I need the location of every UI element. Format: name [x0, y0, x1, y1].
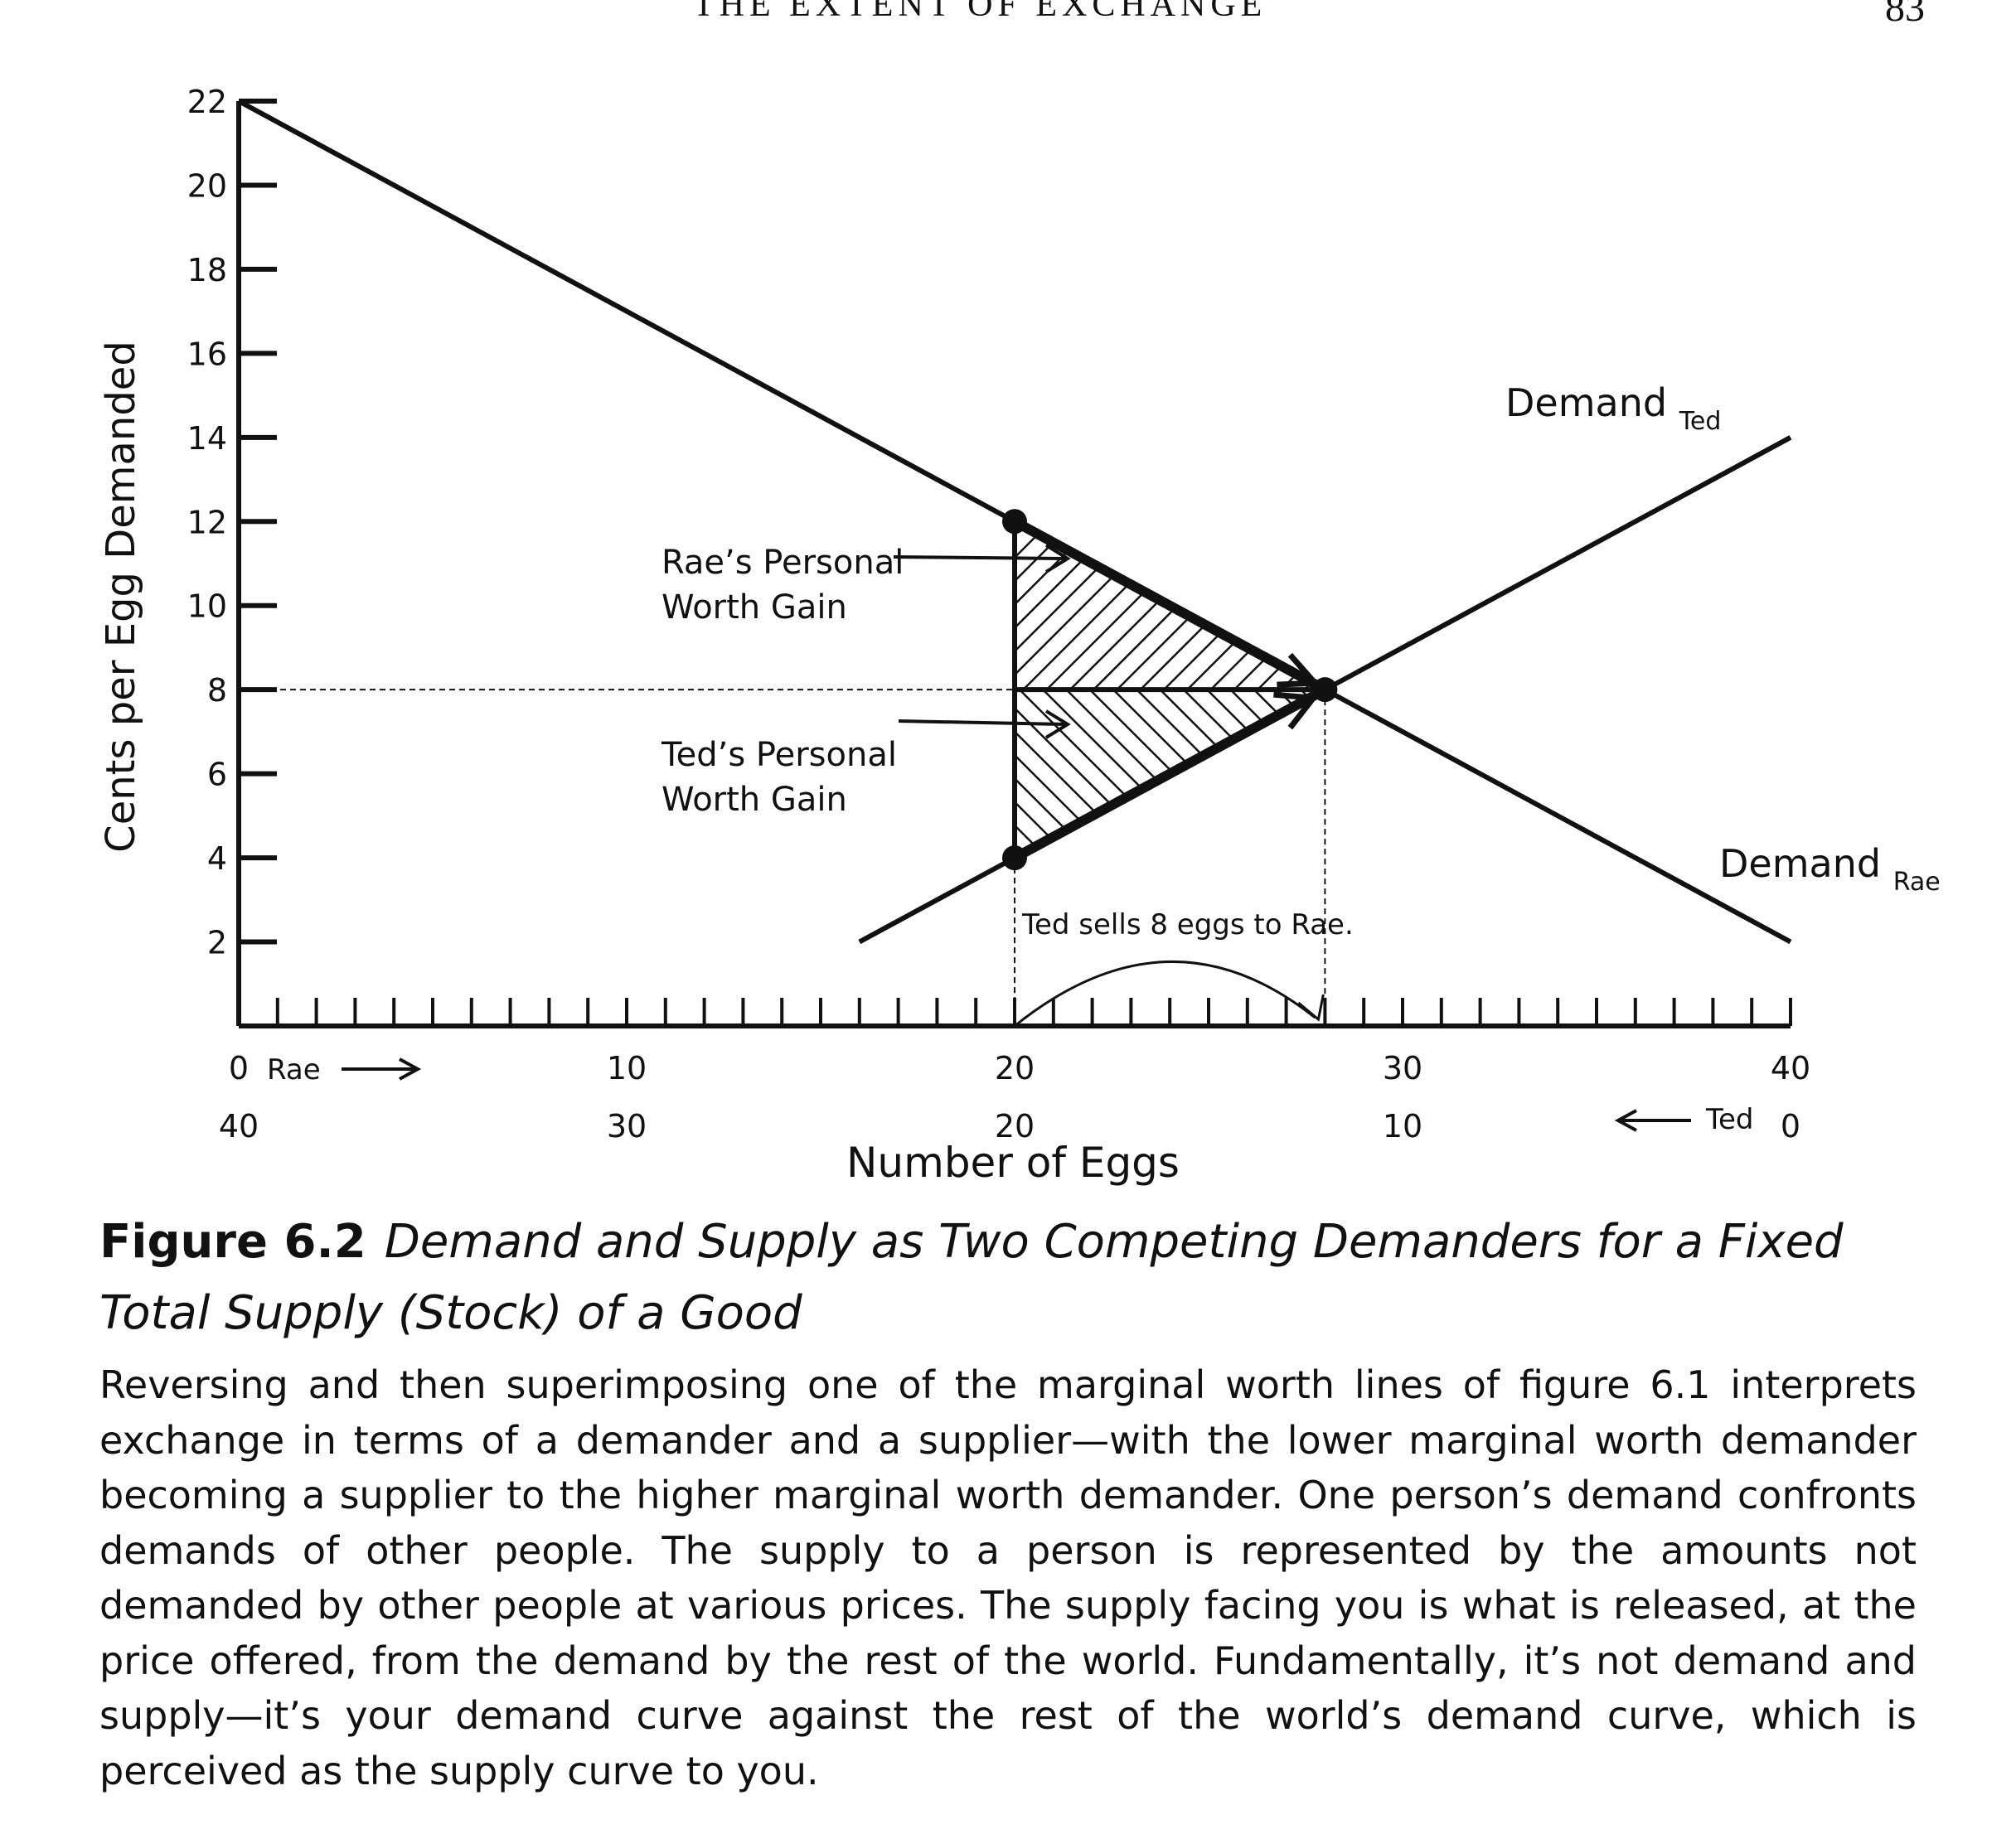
page-number: 83 — [1885, 0, 1925, 30]
ted-gain-pointer-head — [1044, 709, 1071, 739]
y-tick-label: 4 — [207, 840, 227, 877]
y-tick-label: 2 — [207, 925, 227, 961]
x-tick-label-rae: 0 — [229, 1050, 249, 1086]
series-subscript-ted: Ted — [1679, 407, 1722, 436]
series-label-demand-ted: Demand Ted — [1505, 380, 1721, 436]
gain-areas — [1012, 516, 1328, 863]
x-tick-label-ted: 0 — [1781, 1108, 1800, 1144]
figure-label: Figure 6.2 — [99, 1215, 366, 1269]
data-point — [1002, 845, 1027, 871]
x-axis-label: Number of Eggs — [846, 1139, 1180, 1187]
rae-gain-pointer-head — [1044, 544, 1071, 573]
y-tick-label: 16 — [187, 336, 227, 372]
data-point — [1002, 509, 1027, 535]
ted-arrow-tip — [1273, 691, 1320, 730]
running-title: THE EXTENT OF EXCHANGE — [693, 0, 1267, 24]
ted-gain-pointer — [898, 719, 1067, 726]
axis-rae-label: Rae — [267, 1053, 321, 1086]
running-head: THE EXTENT OF EXCHANGE 83 — [0, 0, 2016, 35]
data-point — [1312, 677, 1338, 703]
x-tick-label-ted: 10 — [1383, 1108, 1422, 1144]
y-tick-label: 10 — [187, 588, 227, 625]
demand-chart: 2 4 6 8 10 12 14 16 18 20 22 0 10 20 30 40 40 30 20 10 0 Cen… — [98, 84, 1941, 1187]
y-axis-label: Cents per Egg Demanded — [98, 341, 144, 853]
x-tick-label-rae: 30 — [1383, 1050, 1422, 1086]
trade-arc — [1014, 960, 1316, 1028]
x-tick-label-rae: 40 — [1771, 1050, 1810, 1086]
trade-note: Ted sells 8 eggs to Rae. — [1021, 908, 1354, 941]
series-name-rae: Demand — [1719, 841, 1881, 886]
trade-arc-arrowhead — [1297, 994, 1325, 1022]
figure-title: Demand and Supply as Two Competing Deman… — [99, 1215, 1844, 1340]
rae-gain-label-line1: Rae’s Personal — [662, 544, 904, 582]
y-tick-label: 22 — [187, 84, 227, 120]
x-tick-label-rae: 10 — [607, 1050, 647, 1086]
series-name-ted: Demand — [1505, 380, 1667, 425]
y-tick-label: 18 — [187, 252, 227, 288]
figure-caption: Figure 6.2 Demand and Supply as Two Compe… — [99, 1207, 1915, 1349]
x-tick-label-ted: 20 — [995, 1108, 1035, 1144]
x-tick-label-rae: 20 — [995, 1050, 1035, 1086]
series-label-demand-rae: Demand Rae — [1719, 841, 1941, 897]
axis-ted-label: Ted — [1705, 1103, 1754, 1136]
y-tick-label: 6 — [207, 757, 227, 793]
y-tick-label: 14 — [187, 420, 227, 457]
x-tick-label-ted: 30 — [607, 1108, 647, 1144]
ted-gain-label-line2: Worth Gain — [662, 781, 847, 819]
chart-marks — [280, 509, 1338, 1028]
body-paragraph: Reversing and then superimposing one of … — [99, 1362, 1917, 1793]
rae-direction-arrowhead — [399, 1057, 422, 1081]
ted-gain-label-line1: Ted’s Personal — [661, 736, 897, 774]
rae-gain-pointer — [893, 555, 1067, 560]
y-tick-label: 12 — [187, 504, 227, 540]
x-tick-label-ted: 40 — [219, 1108, 259, 1144]
series-subscript-rae: Rae — [1893, 868, 1941, 897]
y-tick-label: 8 — [207, 672, 227, 709]
rae-gain-label-line2: Worth Gain — [662, 588, 847, 627]
chart-ticks: 2 4 6 8 10 12 14 16 18 20 22 0 10 20 30 40 40 30 20 10 0 — [187, 84, 1811, 1144]
y-tick-label: 20 — [187, 167, 227, 204]
ted-direction-arrowhead — [1614, 1109, 1637, 1132]
